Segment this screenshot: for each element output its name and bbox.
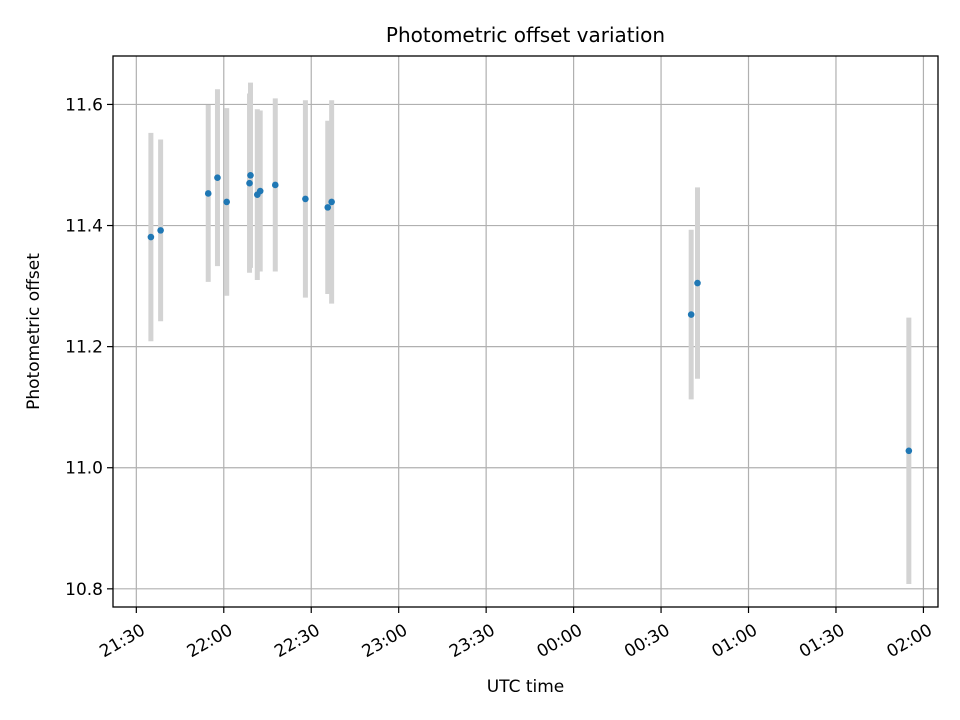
x-tick-label: 02:00: [883, 620, 935, 662]
grid: [113, 56, 938, 607]
data-point: [214, 174, 221, 182]
data-point: [247, 171, 254, 179]
x-tick-label: 21:30: [96, 620, 148, 662]
data-point: [256, 187, 264, 195]
plot-area-frame: [112, 55, 939, 608]
data-point: [328, 198, 335, 206]
x-tick-label: 22:00: [184, 620, 236, 662]
y-axis-ticks: 10.8 11.0 11.2 11.4 11.6: [65, 95, 113, 600]
x-tick-label: 00:00: [534, 620, 586, 662]
y-tick-label: 11.0: [65, 459, 103, 479]
data-point: [147, 233, 155, 241]
data-point: [246, 179, 253, 187]
x-tick-label: 23:30: [446, 620, 498, 662]
data-points: [147, 171, 913, 455]
x-axis-label: UTC time: [487, 677, 565, 697]
y-tick-label: 11.4: [65, 217, 103, 237]
y-tick-label: 11.2: [65, 338, 103, 358]
y-tick-label: 11.6: [65, 95, 103, 115]
data-point: [687, 311, 695, 318]
x-tick-label: 22:30: [271, 620, 323, 662]
data-point: [694, 279, 701, 287]
data-point: [905, 447, 913, 455]
chart-title: Photometric offset variation: [386, 23, 665, 47]
x-tick-label: 01:30: [796, 620, 848, 662]
data-point: [302, 195, 309, 203]
x-tick-label: 00:30: [621, 620, 673, 662]
error-bars: [148, 82, 912, 584]
x-axis-ticks: 21:30 22:00 22:30 23:00 23:30 00:00 00:30 01:00…: [96, 607, 936, 662]
data-point: [271, 181, 279, 189]
data-point: [204, 190, 212, 197]
data-point: [157, 227, 164, 234]
y-tick-label: 10.8: [65, 580, 103, 600]
x-tick-label: 23:00: [359, 620, 411, 662]
x-tick-label: 01:00: [709, 620, 761, 662]
data-point: [324, 204, 332, 211]
data-point: [223, 198, 230, 206]
y-axis-label: Photometric offset: [24, 253, 44, 410]
